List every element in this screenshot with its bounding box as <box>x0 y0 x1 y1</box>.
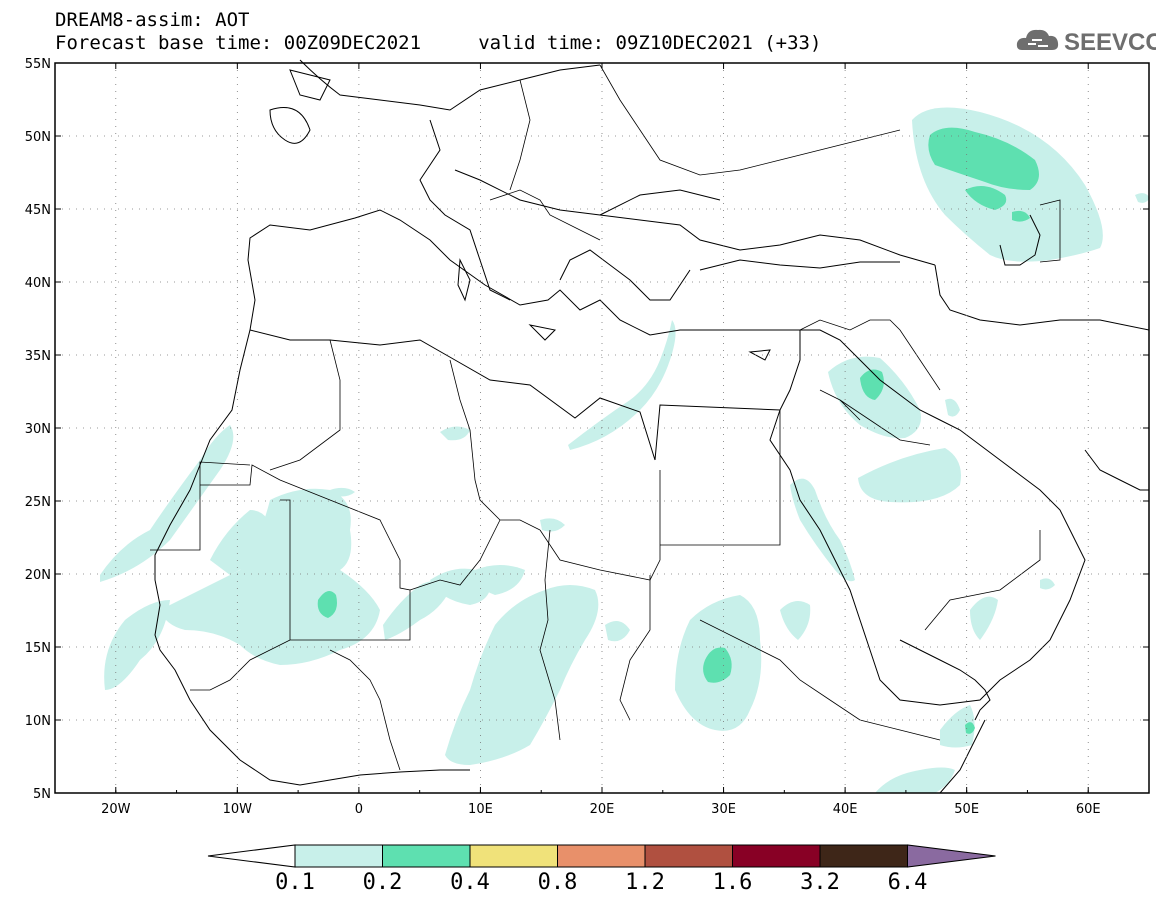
colorbar-label: 6.4 <box>887 870 928 895</box>
colorbar-label: 0.8 <box>537 870 578 895</box>
colorbar-label: 0.1 <box>275 870 315 895</box>
cloud-icon <box>1016 29 1059 50</box>
lat-tick-label: 20N <box>25 568 51 583</box>
forecast-times: Forecast base time: 00Z09DEC2021 valid t… <box>55 32 822 54</box>
lat-tick-label: 40N <box>25 276 51 291</box>
colorbar-label: 0.4 <box>450 870 490 895</box>
lat-tick-label: 10N <box>25 714 51 729</box>
colorbar-box <box>557 844 646 868</box>
lon-tick-label: 10E <box>468 802 493 817</box>
seevccc-logo: SEEVCCC <box>1016 29 1156 56</box>
lat-tick-label: 30N <box>25 422 51 437</box>
lat-ticks: 5N 10N 15N 20N 25N 30N 35N 40N 45N 50N 55N <box>25 57 1149 802</box>
lat-tick-label: 5N <box>33 787 51 802</box>
colorbar-label: 1.2 <box>625 870 665 895</box>
colorbar-high-arrow <box>907 844 996 868</box>
colorbar-low-arrow <box>207 844 296 868</box>
lat-tick-label: 35N <box>25 349 51 364</box>
lon-tick-label: 10W <box>223 802 253 817</box>
lat-tick-label: 25N <box>25 495 51 510</box>
lon-tick-label: 50E <box>954 802 979 817</box>
lon-tick-label: 20E <box>590 802 615 817</box>
colorbar-box <box>644 844 733 868</box>
aot-0.2-shading <box>317 127 1039 734</box>
logo-text: SEEVCCC <box>1064 29 1156 56</box>
lat-tick-label: 50N <box>25 130 51 145</box>
lon-tick-label: 60E <box>1076 802 1101 817</box>
chart-title: DREAM8-assim: AOT <box>55 9 250 31</box>
colorbar-label: 0.2 <box>362 870 403 895</box>
colorbar-box <box>819 844 908 868</box>
colorbar <box>207 844 996 868</box>
lon-ticks: 20W 10W 0 10E 20E 30E 40E 50E 60E <box>54 63 1150 817</box>
colorbar-box <box>382 844 471 868</box>
lon-tick-label: 40E <box>833 802 858 817</box>
lat-tick-label: 45N <box>25 203 51 218</box>
lon-tick-label: 0 <box>355 802 363 817</box>
colorbar-box <box>732 844 821 868</box>
lon-tick-label: 30E <box>711 802 736 817</box>
lon-gridlines <box>115 63 1089 793</box>
lon-tick-label: 20W <box>101 802 131 817</box>
lat-tick-label: 55N <box>25 57 51 72</box>
colorbar-label: 1.6 <box>712 870 753 895</box>
colorbar-box <box>469 844 558 868</box>
lat-tick-label: 15N <box>25 641 51 656</box>
coastlines <box>154 59 1150 794</box>
colorbar-box <box>294 844 383 868</box>
country-borders <box>150 64 1061 771</box>
colorbar-label: 3.2 <box>800 870 840 895</box>
